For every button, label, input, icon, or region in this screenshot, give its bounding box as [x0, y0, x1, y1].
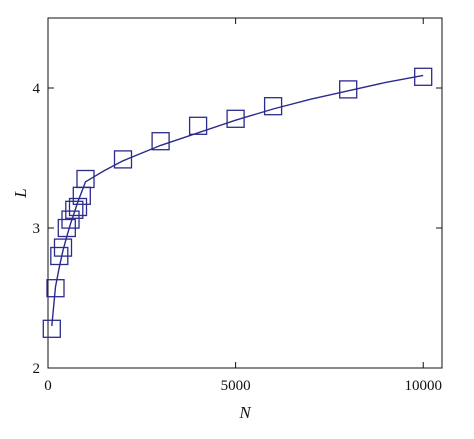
data-point-marker	[263, 97, 283, 116]
x-axis-ticks: 0 5000 10000	[44, 18, 442, 394]
x-tick-label: 5000	[221, 378, 251, 394]
data-point-marker	[76, 169, 95, 189]
data-point-marker	[151, 132, 170, 151]
fit-curve-line	[51, 74, 424, 327]
x-axis-label: N	[238, 403, 252, 422]
y-tick-label: 4	[33, 81, 41, 97]
data-point-marker	[61, 210, 80, 229]
data-markers	[42, 67, 433, 338]
y-axis-ticks: 2 3 4	[33, 81, 442, 377]
y-tick-label: 2	[33, 361, 41, 377]
data-point-marker	[226, 109, 245, 128]
data-point-marker	[414, 67, 433, 86]
y-tick-label: 3	[33, 221, 41, 237]
plot-frame	[47, 17, 443, 369]
y-axis-label: L	[11, 188, 30, 198]
x-tick-label: 10000	[404, 378, 442, 394]
data-point-marker	[113, 150, 133, 169]
x-tick-label: 0	[44, 378, 52, 394]
data-point-marker	[188, 116, 208, 135]
data-point-marker	[42, 319, 61, 338]
data-point-marker	[68, 197, 88, 217]
data-point-marker	[339, 80, 358, 99]
data-point-marker	[53, 238, 73, 257]
data-point-marker	[46, 279, 65, 298]
data-point-marker	[65, 200, 84, 219]
